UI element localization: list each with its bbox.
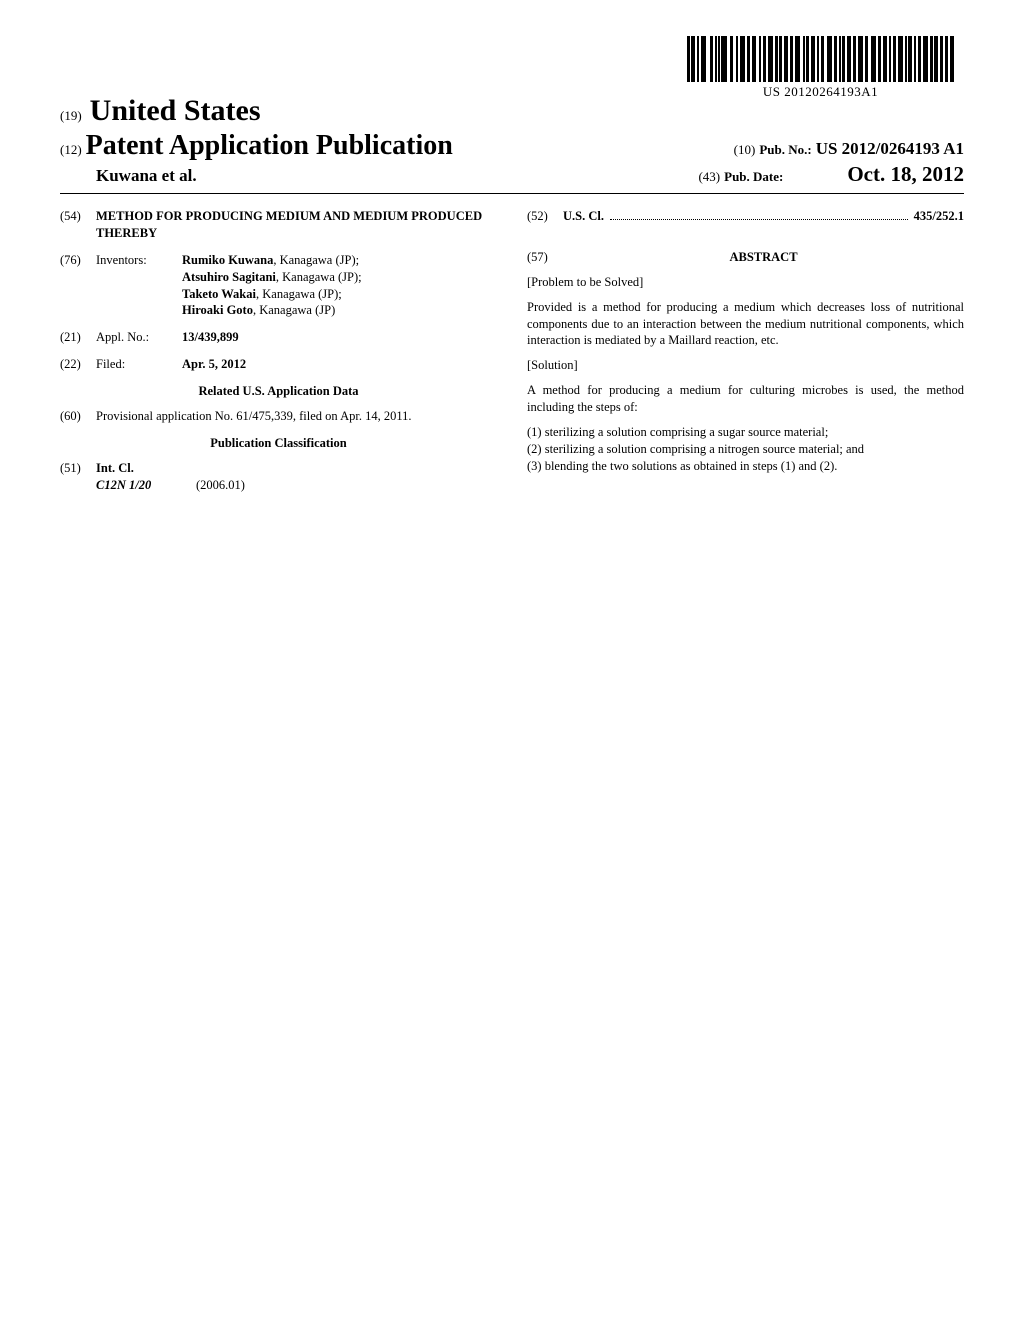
right-column: (52) U.S. Cl. 435/252.1 (57) ABSTRACT [P… <box>527 208 964 495</box>
code-57: (57) <box>527 249 563 274</box>
authors-header: Kuwana et al. <box>96 166 197 186</box>
abstract-header: ABSTRACT <box>563 249 964 266</box>
country-name: United States <box>90 94 261 127</box>
inventor-loc: , Kanagawa (JP); <box>273 253 359 267</box>
inventor-loc: , Kanagawa (JP); <box>256 287 342 301</box>
inventor-row: Hiroaki Goto, Kanagawa (JP) <box>182 302 497 319</box>
invention-title: METHOD FOR PRODUCING MEDIUM AND MEDIUM P… <box>96 208 497 242</box>
inventor-name: Hiroaki Goto <box>182 303 253 317</box>
filed-date: Apr. 5, 2012 <box>182 356 497 373</box>
code-60: (60) <box>60 408 96 425</box>
solution-step: (1) sterilizing a solution comprising a … <box>527 424 964 441</box>
code-22: (22) <box>60 356 96 373</box>
pub-classification-header: Publication Classification <box>60 435 497 452</box>
code-51: (51) <box>60 460 96 494</box>
code-52: (52) <box>527 208 563 225</box>
application-number: 13/439,899 <box>182 329 497 346</box>
inventor-loc: , Kanagawa (JP) <box>253 303 335 317</box>
header-rule <box>60 193 964 194</box>
field-57-abstract: (57) ABSTRACT <box>527 249 964 274</box>
filed-label: Filed: <box>96 356 182 373</box>
problem-header: [Problem to be Solved] <box>527 274 964 291</box>
patent-header: (19) United States (12) Patent Applicati… <box>60 94 964 187</box>
pubdate-label: Pub. Date: <box>724 169 783 184</box>
solution-intro: A method for producing a medium for cult… <box>527 382 964 416</box>
inventor-row: Atsuhiro Sagitani, Kanagawa (JP); <box>182 269 497 286</box>
inventor-row: Taketo Wakai, Kanagawa (JP); <box>182 286 497 303</box>
code-43: (43) <box>698 169 720 184</box>
solution-step: (2) sterilizing a solution comprising a … <box>527 441 964 458</box>
dotted-leader <box>610 219 908 220</box>
field-51-intcl: (51) Int. Cl. C12N 1/20 (2006.01) <box>60 460 497 494</box>
barcode-block: US 20120264193A1 <box>687 36 954 100</box>
field-76-inventors: (76) Inventors: Rumiko Kuwana, Kanagawa … <box>60 252 497 320</box>
inventor-name: Rumiko Kuwana <box>182 253 273 267</box>
problem-text: Provided is a method for producing a med… <box>527 299 964 350</box>
inventor-loc: , Kanagawa (JP); <box>276 270 362 284</box>
code-21: (21) <box>60 329 96 346</box>
barcode-icon <box>687 36 954 82</box>
field-22-filed: (22) Filed: Apr. 5, 2012 <box>60 356 497 373</box>
code-10: (10) <box>734 142 756 157</box>
publication-type: Patent Application Publication <box>86 130 453 162</box>
code-54: (54) <box>60 208 96 242</box>
publication-date: Oct. 18, 2012 <box>847 162 964 186</box>
barcode-text: US 20120264193A1 <box>687 84 954 100</box>
code-76: (76) <box>60 252 96 320</box>
solution-header: [Solution] <box>527 357 964 374</box>
provisional-text: Provisional application No. 61/475,339, … <box>96 408 497 425</box>
applno-label: Appl. No.: <box>96 329 182 346</box>
uscl-value: 435/252.1 <box>914 208 964 225</box>
solution-step: (3) blending the two solutions as obtain… <box>527 458 964 475</box>
uscl-label: U.S. Cl. <box>563 208 604 225</box>
publication-number: US 2012/0264193 A1 <box>816 139 964 158</box>
code-12: (12) <box>60 142 82 158</box>
code-19: (19) <box>60 108 82 123</box>
intcl-label: Int. Cl. <box>96 460 497 477</box>
intcl-date: (2006.01) <box>196 477 245 494</box>
pubno-label: Pub. No.: <box>759 142 811 157</box>
inventor-row: Rumiko Kuwana, Kanagawa (JP); <box>182 252 497 269</box>
field-60-provisional: (60) Provisional application No. 61/475,… <box>60 408 497 425</box>
body-columns: (54) METHOD FOR PRODUCING MEDIUM AND MED… <box>60 208 964 495</box>
intcl-code: C12N 1/20 <box>96 477 196 494</box>
field-54-title: (54) METHOD FOR PRODUCING MEDIUM AND MED… <box>60 208 497 242</box>
left-column: (54) METHOD FOR PRODUCING MEDIUM AND MED… <box>60 208 497 495</box>
related-data-header: Related U.S. Application Data <box>60 383 497 400</box>
inventors-label: Inventors: <box>96 252 182 320</box>
inventors-list: Rumiko Kuwana, Kanagawa (JP); Atsuhiro S… <box>182 252 497 320</box>
inventor-name: Atsuhiro Sagitani <box>182 270 276 284</box>
field-52-uscl: (52) U.S. Cl. 435/252.1 <box>527 208 964 225</box>
field-21-applno: (21) Appl. No.: 13/439,899 <box>60 329 497 346</box>
inventor-name: Taketo Wakai <box>182 287 256 301</box>
